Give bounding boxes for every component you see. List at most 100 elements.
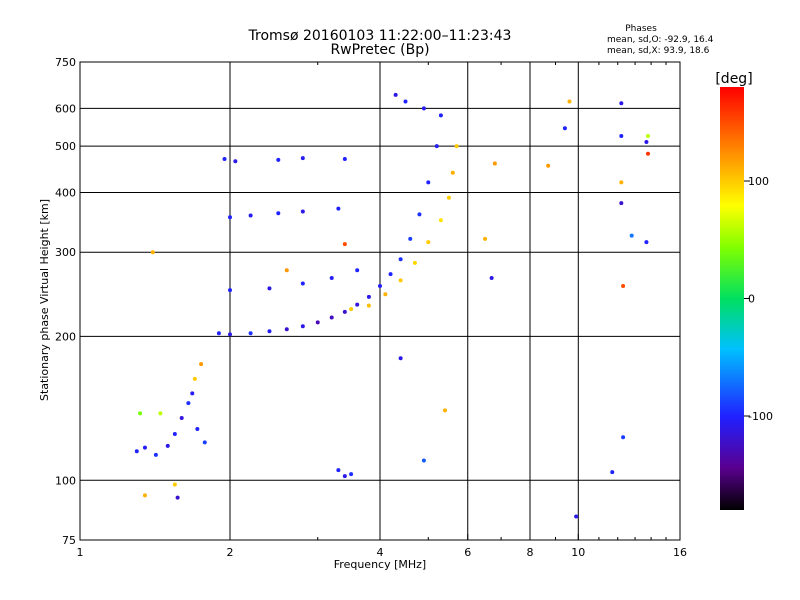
data-point bbox=[228, 332, 232, 337]
y-tick-label: 400 bbox=[55, 186, 76, 199]
data-point bbox=[349, 472, 354, 477]
data-point bbox=[153, 452, 158, 457]
data-point bbox=[355, 302, 360, 307]
y-tick-label: 500 bbox=[55, 140, 76, 153]
data-point bbox=[349, 307, 354, 312]
x-tick-label: 8 bbox=[527, 546, 534, 559]
data-point bbox=[421, 458, 426, 463]
y-axis-ticks: 75 100 200 300 400 500 600 750 bbox=[55, 56, 76, 547]
y-tick-label: 300 bbox=[55, 246, 76, 259]
data-point bbox=[546, 163, 551, 168]
x-tick-label: 16 bbox=[673, 546, 687, 559]
data-point bbox=[393, 92, 398, 97]
data-point bbox=[190, 391, 195, 396]
data-point bbox=[300, 281, 305, 286]
data-point bbox=[366, 303, 371, 308]
data-point bbox=[645, 151, 650, 156]
data-point bbox=[158, 411, 163, 416]
data-point bbox=[342, 474, 347, 479]
data-point bbox=[228, 215, 232, 220]
data-point bbox=[383, 292, 388, 297]
data-point bbox=[621, 435, 626, 440]
data-point bbox=[442, 408, 447, 413]
x-axis-label: Frequency [MHz] bbox=[334, 558, 426, 571]
y-tick-label: 200 bbox=[55, 330, 76, 343]
y-tick-label: 600 bbox=[55, 102, 76, 115]
data-point bbox=[342, 157, 347, 162]
data-point bbox=[610, 470, 615, 475]
data-point bbox=[426, 240, 431, 245]
data-point bbox=[342, 242, 347, 247]
y-tick-label: 100 bbox=[55, 474, 76, 487]
phases-title: Phases bbox=[625, 24, 657, 34]
x-tick-label: 6 bbox=[464, 546, 471, 559]
data-point bbox=[248, 213, 253, 218]
data-point bbox=[378, 283, 382, 288]
data-point bbox=[300, 209, 305, 214]
chart-title: Tromsø 20160103 11:22:00–11:23:43 bbox=[248, 28, 512, 44]
data-point bbox=[417, 212, 422, 217]
x-axis-ticks: 1 2 4 6 8 10 16 bbox=[77, 62, 687, 559]
data-point bbox=[438, 218, 443, 223]
data-point bbox=[329, 315, 334, 320]
colorbar-tick-label: 0 bbox=[748, 293, 755, 306]
data-point bbox=[315, 320, 320, 325]
data-point bbox=[134, 449, 139, 454]
data-point bbox=[342, 309, 347, 314]
data-point bbox=[619, 180, 624, 185]
data-point bbox=[165, 443, 170, 448]
data-point bbox=[172, 431, 177, 436]
data-point bbox=[644, 140, 649, 145]
colorbar-tick-label: -100 bbox=[748, 410, 773, 423]
data-point bbox=[388, 272, 393, 277]
data-point bbox=[483, 236, 488, 241]
data-point bbox=[175, 495, 180, 500]
x-tick-label: 2 bbox=[227, 546, 234, 559]
data-point bbox=[172, 482, 177, 487]
colorbar-label: [deg] bbox=[715, 71, 752, 87]
data-point bbox=[398, 257, 403, 262]
data-point bbox=[446, 195, 451, 200]
chart-subtitle: RwPretec (Bp) bbox=[330, 42, 429, 58]
data-point bbox=[621, 283, 626, 288]
data-point bbox=[619, 201, 624, 206]
y-axis-label: Stationary phase Virtual Height [km] bbox=[38, 199, 51, 401]
data-point bbox=[336, 468, 341, 473]
data-point bbox=[412, 260, 417, 265]
data-point bbox=[329, 275, 334, 280]
data-point bbox=[434, 144, 439, 149]
data-point bbox=[216, 331, 221, 336]
data-point bbox=[138, 411, 143, 416]
phases-o-stats: mean, sd,O: -92.9, 16.4 bbox=[607, 35, 714, 45]
colorbar-ticks: 100 0 -100 bbox=[744, 175, 773, 423]
data-point bbox=[562, 126, 567, 131]
data-points bbox=[134, 92, 650, 519]
data-point bbox=[284, 327, 289, 332]
data-point bbox=[179, 415, 184, 420]
data-point bbox=[267, 286, 272, 291]
data-point bbox=[233, 159, 238, 164]
x-tick-label: 10 bbox=[571, 546, 585, 559]
data-point bbox=[300, 324, 305, 329]
data-point bbox=[426, 180, 431, 185]
data-point bbox=[492, 161, 497, 166]
data-point bbox=[454, 144, 459, 149]
data-point bbox=[619, 134, 624, 139]
data-point bbox=[489, 275, 494, 280]
data-point bbox=[199, 362, 204, 367]
grid-lines bbox=[80, 62, 680, 540]
data-point bbox=[398, 356, 403, 361]
data-point bbox=[366, 294, 371, 299]
data-point bbox=[222, 157, 227, 162]
data-point bbox=[403, 99, 408, 104]
data-point bbox=[142, 493, 147, 498]
data-point bbox=[202, 440, 207, 445]
data-point bbox=[438, 113, 443, 118]
data-point bbox=[645, 134, 650, 139]
data-point bbox=[248, 331, 253, 336]
phases-x-stats: mean, sd,X: 93.9, 18.6 bbox=[607, 46, 710, 56]
data-point bbox=[619, 101, 624, 106]
data-point bbox=[228, 288, 232, 293]
x-tick-label: 4 bbox=[377, 546, 384, 559]
